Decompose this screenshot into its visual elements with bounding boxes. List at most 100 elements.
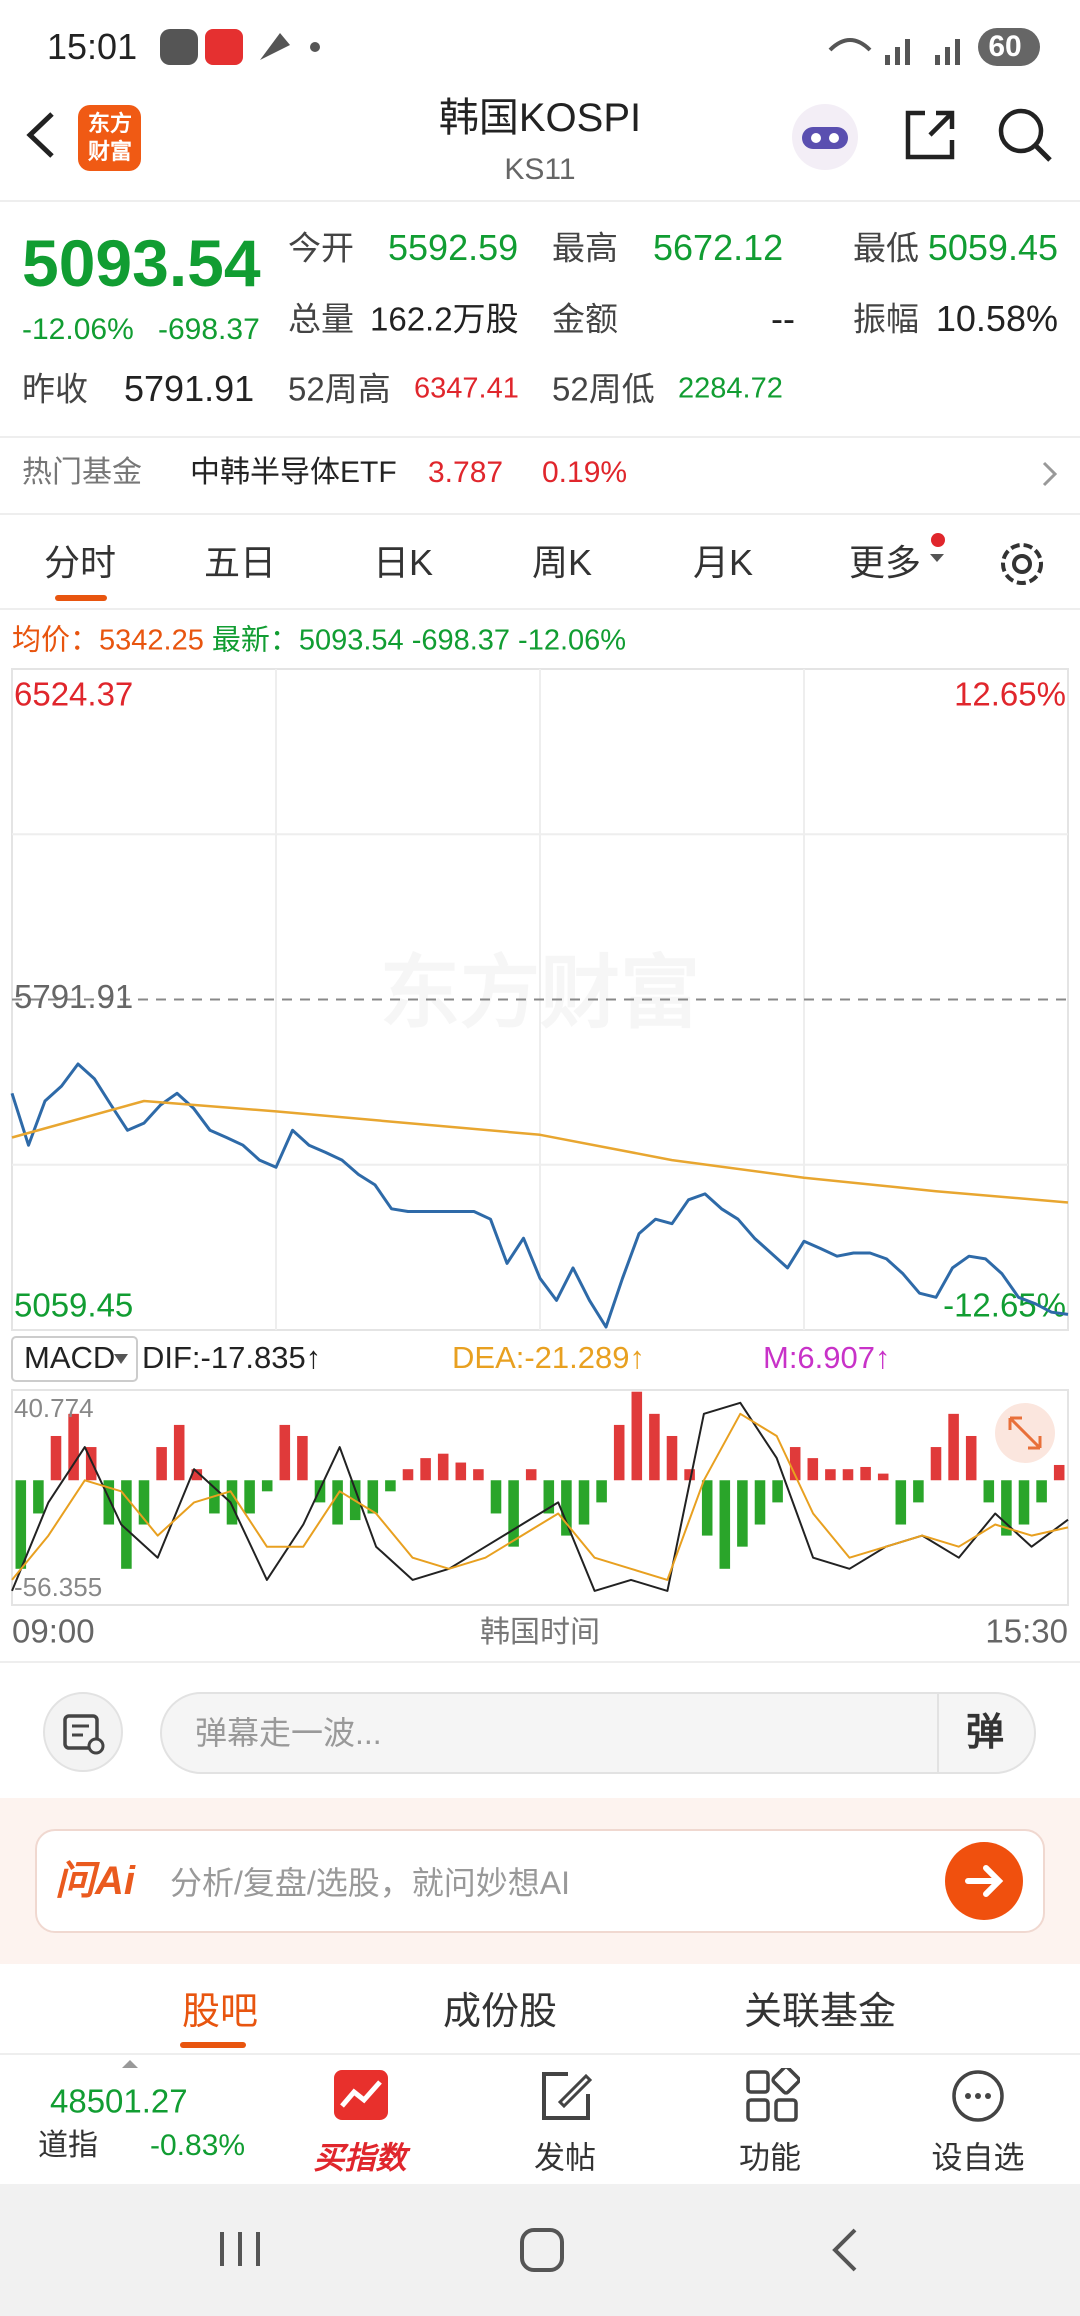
histogram-bar (437, 1453, 449, 1481)
hot-fund-pct: 0.19% (542, 456, 628, 489)
histogram-bar (649, 1413, 660, 1481)
histogram-bar (121, 1480, 132, 1569)
stat-value: 5672.12 (653, 227, 784, 268)
y-tick-label: 40.774 (14, 1393, 94, 1423)
post-icon[interactable] (538, 2068, 594, 2124)
legend-label: M:6.907↑ (763, 1340, 891, 1375)
histogram-bar (473, 1469, 484, 1481)
share-button[interactable] (900, 105, 960, 165)
histogram-bar (842, 1469, 854, 1481)
hot-fund-name[interactable]: 中韩半导体ETF (190, 456, 397, 489)
histogram-bar (737, 1480, 748, 1547)
legend-label: DIF:-17.835↑ (142, 1340, 321, 1375)
histogram-bar (367, 1480, 379, 1514)
histogram-bar (1053, 1464, 1065, 1481)
histogram-bar (754, 1480, 766, 1525)
histogram-bar (684, 1469, 695, 1481)
index-value[interactable]: 48501.27 (50, 2082, 188, 2120)
buy-index-icon[interactable] (332, 2068, 390, 2123)
status-icons (160, 29, 320, 65)
stat-value: 5592.59 (388, 227, 519, 268)
comment-placeholder: 弹幕走一波... (195, 1715, 382, 1751)
function-icon[interactable] (744, 2068, 800, 2124)
histogram-bar (402, 1469, 414, 1481)
series-line (11, 1099, 1069, 1204)
nav-label[interactable]: 发帖 (534, 2140, 596, 2176)
comment-settings[interactable] (43, 1692, 123, 1772)
search-button[interactable] (995, 105, 1055, 165)
status-time: 15:01 (47, 26, 138, 67)
tab[interactable]: 日K (372, 542, 434, 583)
histogram-bar (578, 1480, 590, 1525)
sub-tab[interactable]: 成份股 (442, 1991, 558, 2033)
histogram-bar (930, 1447, 942, 1481)
info-line: 均价： 5342.25 最新： 5093.54 -698.37 -12.06% (12, 624, 626, 657)
histogram-bar (561, 1480, 572, 1536)
dropdown-arrow (114, 1354, 128, 1364)
sub-tab[interactable]: 关联基金 (743, 1991, 897, 2033)
x-tick-label: 09:00 (12, 1613, 95, 1650)
stat-label: 52周低 (552, 370, 655, 408)
tab[interactable]: 五日 (203, 542, 277, 583)
indicator-select (11, 1336, 138, 1382)
settings-button[interactable] (996, 538, 1048, 590)
histogram-bar (156, 1447, 167, 1481)
logo-text: 财富 (87, 139, 133, 164)
stock-code: KS11 (504, 153, 576, 186)
tab[interactable]: 月K (692, 542, 754, 583)
sub-tab-underline (180, 2042, 246, 2048)
histogram-bar (983, 1480, 995, 1503)
sub-tab[interactable]: 股吧 (181, 1991, 259, 2033)
histogram-bar (965, 1435, 977, 1481)
histogram-bar (596, 1480, 607, 1503)
nav-label[interactable]: 设自选 (931, 2140, 1025, 2176)
histogram-bar (103, 1480, 115, 1525)
indicator-name[interactable]: MACD (24, 1340, 115, 1375)
chevron[interactable] (1040, 460, 1060, 488)
histogram-bar (490, 1480, 502, 1514)
ai-box[interactable] (35, 1829, 1045, 1933)
ai-send[interactable] (944, 1841, 1024, 1921)
danmaku-button[interactable]: 弹 (965, 1712, 1005, 1754)
tab[interactable]: 周K (531, 542, 593, 583)
ai-avatar[interactable] (790, 102, 860, 172)
histogram-bar (1001, 1480, 1012, 1536)
signal-icons (828, 38, 960, 65)
histogram-bar (455, 1462, 467, 1481)
histogram-bar (789, 1447, 801, 1481)
histogram-bar (701, 1480, 713, 1536)
histogram-bar (525, 1469, 537, 1481)
histogram-bar (279, 1424, 291, 1481)
back-button[interactable] (20, 110, 60, 160)
stat-value: 5059.45 (927, 227, 1058, 268)
histogram-bar (173, 1424, 185, 1481)
nav-label[interactable]: 功能 (739, 2140, 801, 2176)
histogram-bar (825, 1469, 836, 1481)
avg-label: 均价： (12, 624, 100, 657)
indicator-line (11, 1401, 1069, 1592)
ai-logo: 问Ai (55, 1859, 135, 1903)
latest-label: 最新： (211, 624, 299, 657)
tab[interactable]: 更多 (848, 542, 922, 583)
battery (978, 28, 1040, 66)
histogram-bar (297, 1435, 308, 1481)
comment-input[interactable] (160, 1692, 1036, 1774)
nav-label[interactable]: 买指数 (313, 2140, 407, 2176)
stat-label: 最低 (853, 229, 919, 267)
histogram-bar (332, 1480, 343, 1525)
battery-level: 60 (988, 30, 1022, 63)
tab[interactable]: 分时 (43, 542, 117, 583)
stat-value: 162.2万股 (370, 300, 519, 338)
watchlist-icon[interactable] (950, 2068, 1006, 2124)
histogram-bar (807, 1458, 819, 1481)
stat-label: 52周高 (288, 370, 391, 408)
y-tick-label: 5791.91 (14, 978, 133, 1015)
histogram-bar (261, 1480, 273, 1492)
histogram-bar (1018, 1480, 1030, 1525)
indicator-line (11, 1412, 1069, 1581)
chart-area: 东方财富 6524.37 5791.91 5059.45 12.65% -12.65% 09… (10, 668, 1069, 1650)
divider (937, 1694, 939, 1772)
page-title: 韩国KOSPI (438, 96, 642, 140)
stat-value: -- (771, 298, 795, 339)
